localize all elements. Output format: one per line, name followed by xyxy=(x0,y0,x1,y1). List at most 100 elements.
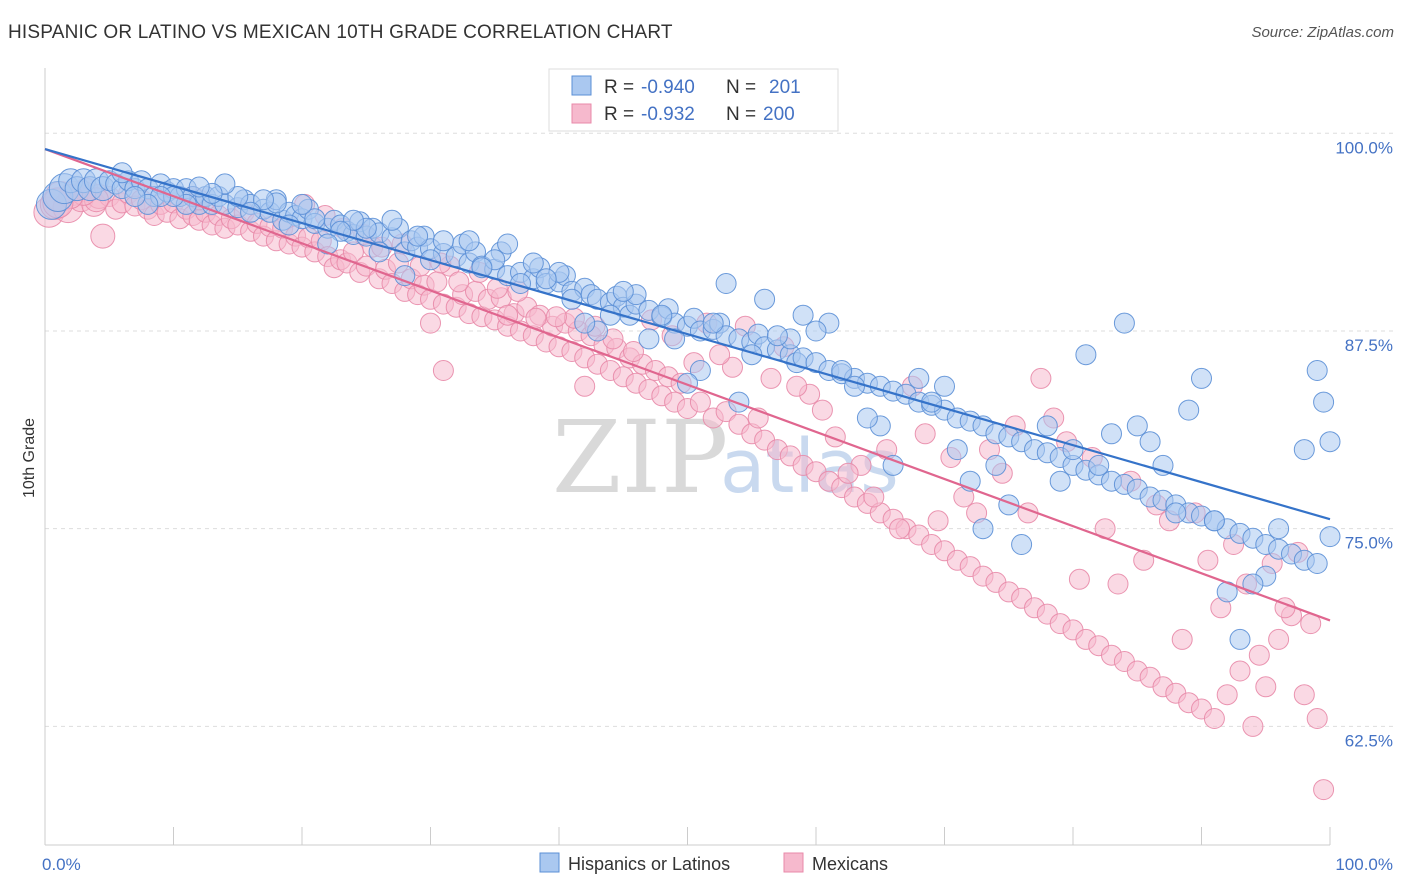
legend-blue-r-value: -0.940 xyxy=(641,77,695,98)
legend-pink-r-value: -0.932 xyxy=(641,104,695,125)
hispanics-point-154 xyxy=(1126,415,1148,437)
hispanics-point-170 xyxy=(908,367,930,389)
mexicans-point-211 xyxy=(448,271,470,293)
hispanics-point-140 xyxy=(1306,360,1328,381)
mexicans-point-185 xyxy=(863,486,885,508)
hispanics-point-221 xyxy=(227,186,249,207)
mexicans-point-206 xyxy=(545,306,567,328)
hispanics-point-188 xyxy=(664,328,686,350)
hispanics-point-185 xyxy=(702,312,724,334)
mexicans-point-142 xyxy=(1216,684,1238,706)
legend-top: R = -0.940 N = 201 R = -0.932 N = 200 xyxy=(548,68,839,132)
hispanics-point-151 xyxy=(1165,502,1187,524)
hispanics-point-160 xyxy=(1049,470,1071,492)
mexicans-point-161 xyxy=(1171,628,1193,650)
y-tick-label-1: 75.0% xyxy=(1345,534,1393,553)
y-tick-labels: 62.5% 75.0% 87.5% 100.0% xyxy=(1335,138,1393,750)
hispanics-point-219 xyxy=(253,189,274,211)
legend-top-box xyxy=(548,68,839,132)
hispanics-points xyxy=(35,162,1341,650)
hispanics-point-157 xyxy=(1088,454,1110,476)
mexicans-point-183 xyxy=(889,518,910,540)
hispanics-point-138 xyxy=(1319,526,1341,548)
mexicans-point-196 xyxy=(722,356,743,378)
hispanics-point-171 xyxy=(882,454,904,476)
legend-blue-swatch xyxy=(571,75,592,96)
hispanics-point-143 xyxy=(1268,518,1290,540)
hispanics-point-137 xyxy=(1306,553,1328,574)
mexicans-point-226 xyxy=(420,312,441,334)
hispanics-point-167 xyxy=(946,439,968,461)
hispanics-point-168 xyxy=(934,375,955,397)
legend-bottom-pink-swatch xyxy=(783,852,804,873)
hispanics-point-186 xyxy=(689,360,711,381)
hispanics-point-148 xyxy=(1203,510,1225,532)
mexicans-point-150 xyxy=(1313,779,1335,801)
mexicans-trend-line xyxy=(44,148,1331,622)
legend-bottom-blue-label: Hispanics or Latinos xyxy=(568,854,730,874)
mexicans-point-145 xyxy=(1255,676,1277,698)
mexicans-point-207 xyxy=(525,307,547,329)
hispanics-point-216 xyxy=(291,193,313,215)
legend-blue-r-label: R = xyxy=(604,77,634,98)
y-tick-label-0: 62.5% xyxy=(1345,731,1393,750)
mexicans-point-191 xyxy=(786,375,808,397)
mexicans-point-61 xyxy=(426,271,448,293)
hispanics-point-195 xyxy=(574,312,596,334)
x-tick-label-0: 0.0% xyxy=(42,855,81,874)
hispanics-point-209 xyxy=(381,209,403,231)
hispanics-point-199 xyxy=(522,252,544,274)
watermark-zip-text: ZIP xyxy=(552,399,728,516)
hispanics-point-146 xyxy=(1229,628,1251,650)
chart-title: HISPANIC OR LATINO VS MEXICAN 10TH GRADE… xyxy=(8,22,673,43)
hispanics-point-192 xyxy=(612,280,634,302)
y-tick-label-2: 87.5% xyxy=(1345,336,1393,355)
hispanics-point-214 xyxy=(317,233,339,255)
mexicans-point-189 xyxy=(811,399,833,421)
trend-lines xyxy=(44,148,1331,622)
hispanics-point-229 xyxy=(124,186,146,207)
x-tick-labels: 0.0% 100.0% xyxy=(42,855,1393,874)
hispanics-point-196 xyxy=(561,288,583,310)
mexicans-point-148 xyxy=(1293,684,1315,706)
mexicans-point-141 xyxy=(1203,708,1225,729)
hispanics-point-164 xyxy=(985,454,1007,476)
legend-bottom-blue-swatch xyxy=(539,852,560,873)
hispanics-point-183 xyxy=(728,391,750,413)
mexicans-point-202 xyxy=(623,341,644,362)
hispanics-point-181 xyxy=(754,288,776,310)
hispanics-point-177 xyxy=(805,320,827,342)
hispanics-point-184 xyxy=(715,273,737,294)
hispanics-point-156 xyxy=(1101,423,1122,445)
hispanics-point-149 xyxy=(1191,367,1212,389)
hispanics-point-190 xyxy=(638,328,660,350)
hispanics-point-175 xyxy=(831,360,853,381)
mexicans-point-143 xyxy=(1229,660,1251,682)
hispanics-point-141 xyxy=(1313,391,1335,413)
legend-pink-n-value: 200 xyxy=(763,104,795,125)
hispanics-point-155 xyxy=(1113,312,1135,334)
hispanics-point-204 xyxy=(458,230,480,252)
hispanics-point-150 xyxy=(1178,399,1200,421)
hispanics-point-165 xyxy=(972,518,994,540)
mexicans-point-164 xyxy=(1133,549,1155,571)
hispanics-point-173 xyxy=(856,407,878,429)
legend-blue-n-value: 201 xyxy=(769,77,801,98)
hispanics-point-193 xyxy=(599,304,621,326)
legend-blue-n-label: N = xyxy=(726,77,756,98)
hispanics-point-162 xyxy=(1011,534,1033,555)
hispanics-point-198 xyxy=(535,268,557,290)
mexicans-point-197 xyxy=(709,344,731,366)
hispanics-point-215 xyxy=(304,208,326,230)
legend-pink-swatch xyxy=(571,103,592,124)
legend-pink-r-label: R = xyxy=(604,104,634,125)
legend-pink-n-label: N = xyxy=(726,104,756,125)
hispanics-point-158 xyxy=(1075,344,1097,366)
y-axis-label: 10th Grade xyxy=(21,418,38,498)
mexicans-point-149 xyxy=(1306,708,1328,729)
hispanics-point-207 xyxy=(407,225,429,247)
mexicans-point-155 xyxy=(1248,644,1270,666)
y-tick-label-3: 100.0% xyxy=(1335,138,1393,157)
mexicans-point-172 xyxy=(1030,367,1052,389)
